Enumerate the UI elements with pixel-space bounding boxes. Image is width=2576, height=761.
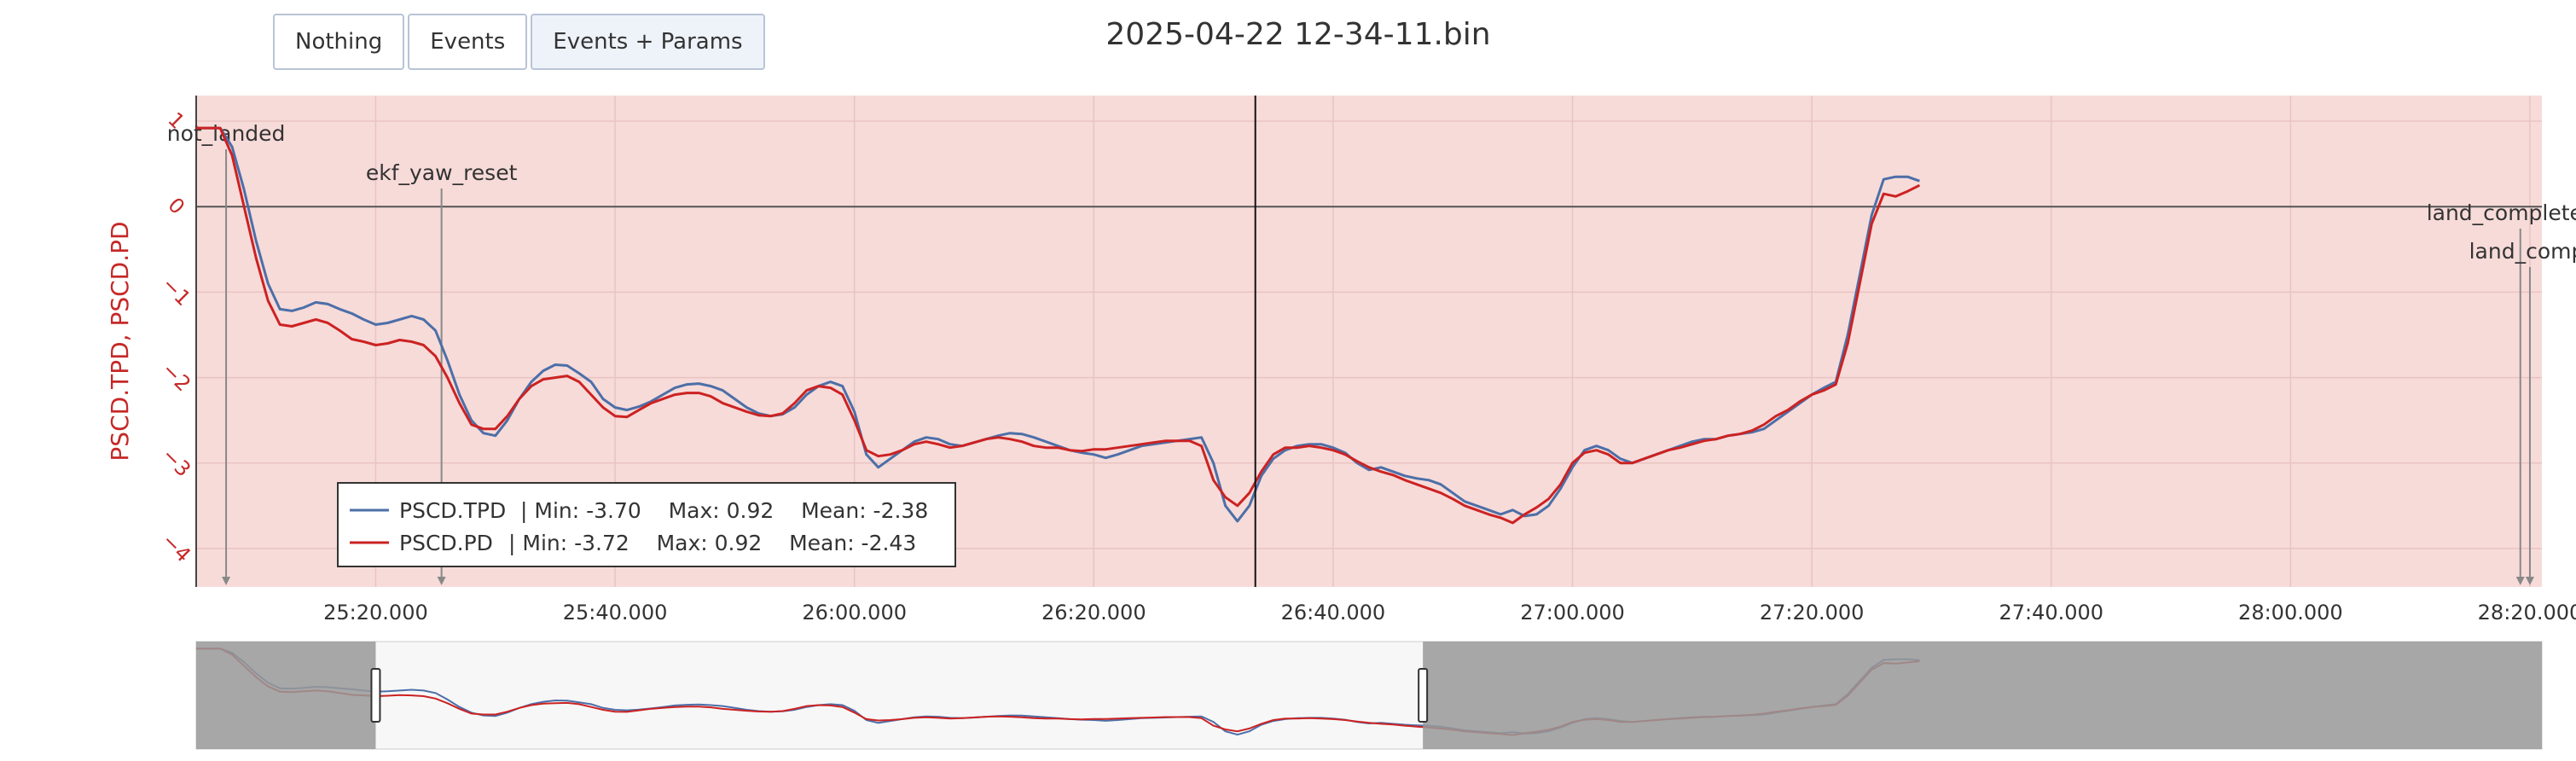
y-tick-label: −2 (157, 357, 195, 396)
y-tick-label: −4 (157, 529, 195, 567)
y-tick-label: −3 (157, 444, 195, 482)
annotation-label: ekf_yaw_reset (366, 160, 518, 185)
x-tick-label: 25:40.000 (563, 601, 668, 624)
legend: PSCD.TPD | Min: -3.70 Max: 0.92 Mean: -2.… (337, 482, 956, 567)
annotation-arrow (2515, 577, 2525, 585)
legend-entry-stats: | Min: -3.70 Max: 0.92 Mean: -2.38 (520, 498, 928, 523)
annotation-arrow (222, 577, 231, 585)
range-slider-handle-right[interactable] (1418, 668, 1429, 723)
legend-box (337, 482, 956, 567)
y-tick-label: 0 (163, 193, 189, 219)
annotation-label: land_complete_m (2427, 200, 2576, 225)
y-axis-ticks: 10−1−2−3−4 (157, 107, 195, 567)
y-axis-label: PSCD.TPD, PSCD.PD (106, 221, 134, 461)
annotation-arrow (2525, 577, 2534, 585)
range-slider-handle-left[interactable] (370, 668, 381, 723)
series-lines (196, 126, 1921, 525)
events-button[interactable]: Events (408, 14, 528, 70)
x-tick-label: 27:00.000 (1520, 601, 1625, 624)
x-tick-label: 27:40.000 (1999, 601, 2103, 624)
annotation-label: land_compl (2469, 239, 2576, 264)
grid (195, 96, 2542, 587)
x-tick-label: 28:00.000 (2238, 601, 2343, 624)
y-tick-label: −1 (157, 272, 195, 311)
legend-entry-name: PSCD.TPD (399, 498, 506, 523)
range-slider-mask-right (1423, 642, 2542, 749)
x-tick-label: 26:40.000 (1281, 601, 1386, 624)
x-tick-label: 26:20.000 (1041, 601, 1146, 624)
legend-entry-name: PSCD.PD (399, 531, 493, 555)
events-params-button[interactable]: Events + Params (531, 14, 765, 70)
x-tick-label: 28:20.000 (2478, 601, 2576, 624)
series-line-pscd-pd (196, 126, 1921, 525)
x-tick-label: 27:20.000 (1760, 601, 1865, 624)
x-axis-ticks: 25:20.000 25:40.000 26:00.000 26:20.000 26:4… (323, 601, 2576, 624)
nothing-button[interactable]: Nothing (273, 14, 405, 70)
range-slider[interactable] (195, 641, 2543, 750)
chart-title: 2025-04-22 12-34-11.bin (1105, 17, 1490, 52)
x-tick-label: 25:20.000 (323, 601, 428, 624)
x-tick-label: 26:00.000 (802, 601, 907, 624)
mode-toolbar: Nothing Events Events + Params (273, 14, 765, 70)
event-annotations: not_landedekf_yaw_resetland_complete_mla… (167, 121, 2576, 585)
range-slider-mask-left (196, 642, 376, 749)
legend-entry-stats: | Min: -3.72 Max: 0.92 Mean: -2.43 (508, 531, 916, 555)
annotation-arrow (437, 577, 446, 585)
